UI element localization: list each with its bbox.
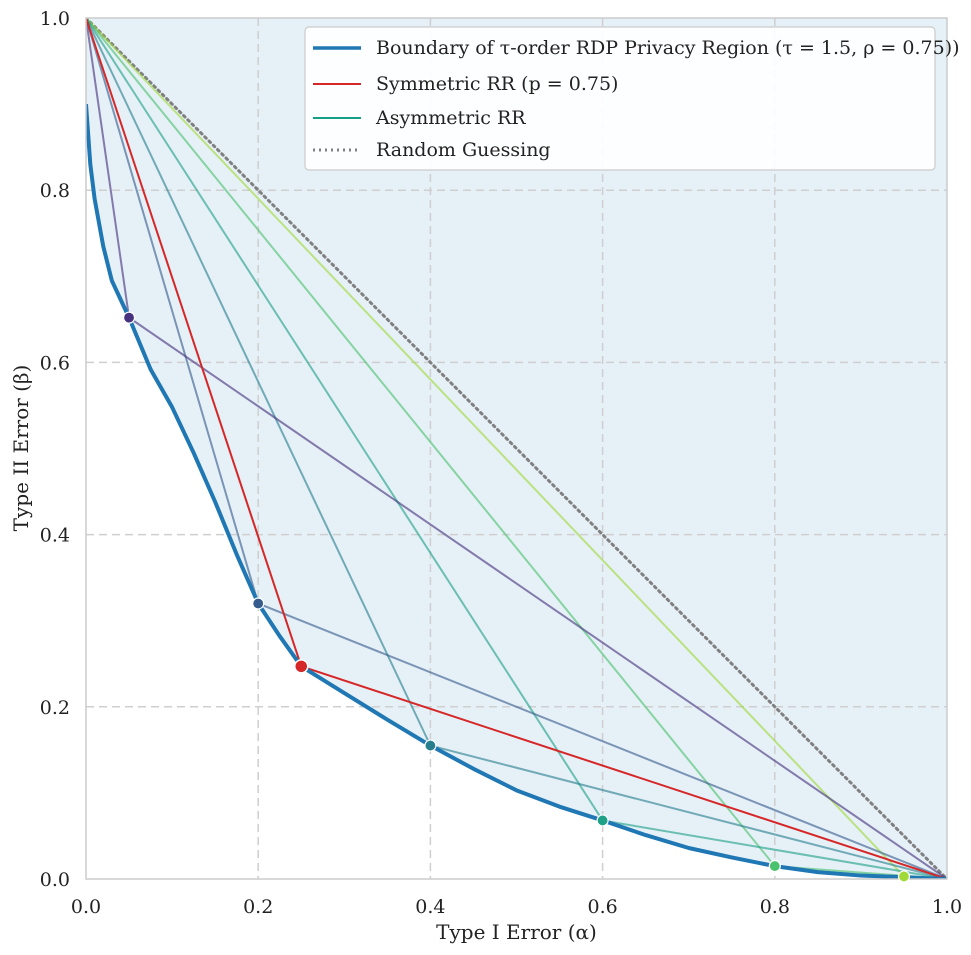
legend-label-random-guessing: Random Guessing <box>376 139 551 161</box>
asymmetric-rr-point <box>897 870 911 883</box>
y-axis-label: Type II Error (β) <box>9 365 33 532</box>
y-tick-label: 0.0 <box>40 869 70 891</box>
plot-frame <box>85 17 948 880</box>
legend-label-asymmetric-rr: Asymmetric RR <box>375 107 526 129</box>
privacy-boundary-curve <box>86 103 947 879</box>
x-tick-label: 0.2 <box>243 896 273 918</box>
random-guessing-line <box>86 18 947 879</box>
x-tick-label: 0.6 <box>587 896 617 918</box>
y-tick-label: 0.6 <box>40 352 70 374</box>
asymmetric-rr-point <box>768 859 781 873</box>
legend: Boundary of τ-order RDP Privacy Region (… <box>304 26 960 171</box>
x-tick-label: 0.4 <box>415 896 445 918</box>
x-tick-label: 0.0 <box>71 896 101 918</box>
y-tick-label: 1.0 <box>40 8 70 30</box>
asymmetric-rr-point <box>596 814 609 827</box>
legend-box <box>304 26 936 171</box>
y-tick-label: 0.4 <box>40 525 70 547</box>
symmetric-rr-point <box>294 659 309 674</box>
legend-label-symmetric-rr: Symmetric RR (p = 0.75) <box>376 73 618 95</box>
x-tick-label: 0.8 <box>760 896 790 918</box>
x-axis-label: Type I Error (α) <box>436 920 597 944</box>
asymmetric-rr-point <box>424 739 437 752</box>
asymmetric-rr-point <box>122 311 136 324</box>
y-tick-label: 0.8 <box>40 180 70 202</box>
legend-label-boundary: Boundary of τ-order RDP Privacy Region (… <box>376 37 960 59</box>
x-tick-label: 1.0 <box>932 896 962 918</box>
asymmetric-rr-point <box>252 597 265 610</box>
y-tick-label: 0.2 <box>40 697 70 719</box>
